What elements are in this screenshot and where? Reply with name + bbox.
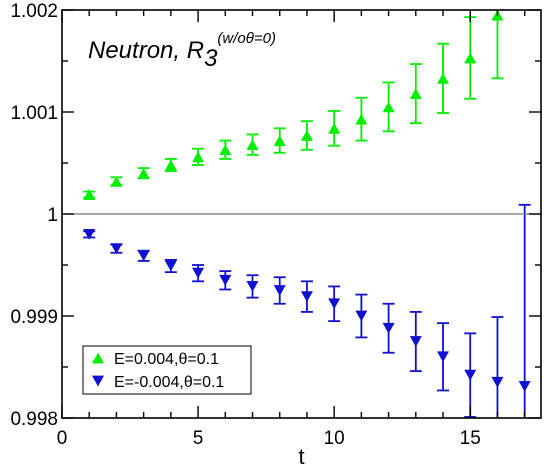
data-point — [328, 298, 341, 310]
x-axis-title: t — [298, 444, 304, 466]
legend-marker-down-triangle — [92, 375, 104, 387]
data-point — [273, 135, 286, 146]
y-tick-label: 1 — [47, 205, 58, 226]
series-positive-e — [83, 9, 504, 201]
data-point — [382, 101, 395, 113]
data-point — [219, 274, 232, 286]
legend: E=0.004,θ=0.1 E=-0.004,θ=0.1 — [82, 345, 252, 395]
data-point — [300, 130, 313, 141]
axis-ticks — [61, 9, 541, 419]
y-tick-label: 0.998 — [10, 409, 58, 430]
data-point — [518, 380, 531, 392]
y-tick-label: 0.999 — [10, 307, 58, 328]
data-point — [464, 369, 477, 381]
chart-title-main: Neutron, R — [88, 37, 204, 64]
data-point — [328, 122, 341, 134]
data-point — [300, 291, 313, 303]
y-tick-label: 1.001 — [10, 103, 58, 124]
x-tick-label: 5 — [193, 428, 204, 449]
y-tick-label: 1.002 — [10, 1, 58, 22]
data-point — [164, 159, 177, 171]
legend-label-negative-e: E=-0.004,θ=0.1 — [114, 374, 224, 391]
data-point — [355, 113, 368, 125]
data-point — [137, 167, 150, 179]
data-point — [246, 281, 259, 292]
legend-label-positive-e: E=0.004,θ=0.1 — [114, 351, 219, 368]
data-point — [437, 351, 450, 363]
data-point — [110, 243, 123, 255]
x-tick-label: 10 — [324, 428, 345, 449]
axis-tick-labels: 0 5 10 15 0.998 0.999 1 1.001 1.002 — [10, 1, 480, 449]
data-point — [491, 376, 504, 388]
data-point — [409, 336, 422, 347]
x-tick-label: 0 — [57, 428, 68, 449]
chart-title: Neutron, R3(w/oθ=0) — [88, 30, 276, 72]
data-point — [464, 52, 477, 64]
data-point — [192, 151, 205, 163]
data-point — [164, 260, 177, 272]
x-tick-label: 15 — [460, 428, 481, 449]
data-point — [382, 322, 395, 334]
legend-marker-up-triangle — [92, 352, 104, 364]
data-point — [192, 267, 205, 279]
data-point — [437, 72, 450, 84]
data-point — [83, 189, 96, 201]
data-point — [355, 310, 368, 322]
data-point — [83, 229, 96, 240]
chart-title-subscript: 3 — [204, 45, 218, 72]
legend-box — [82, 345, 252, 395]
data-point — [219, 144, 232, 156]
series-negative-e — [83, 203, 531, 418]
data-point — [246, 139, 259, 151]
data-point — [273, 285, 286, 296]
data-point — [137, 250, 150, 262]
data-point — [409, 88, 422, 100]
plot-data-group — [83, 9, 531, 418]
data-point — [110, 175, 123, 187]
chart-title-superscript: (w/oθ=0) — [217, 30, 276, 47]
